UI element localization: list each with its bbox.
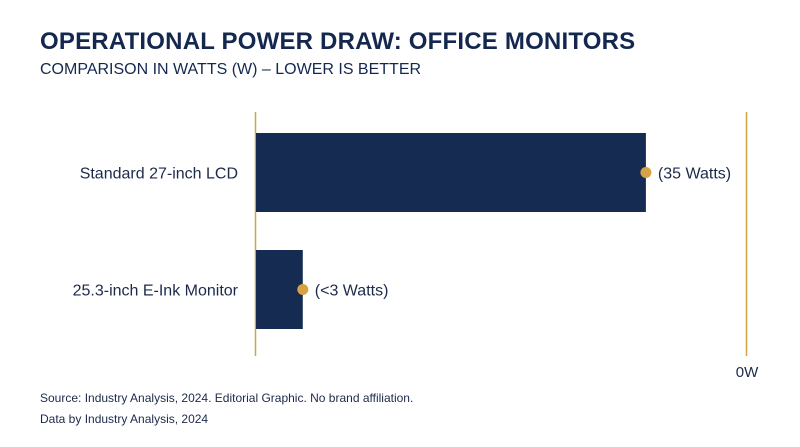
bar-end-marker-0 [640, 167, 652, 178]
bars-group: Standard 27-inch LCD (35 Watts) 25.3-inch … [73, 133, 731, 329]
credit-note: Data by Industry Analysis, 2024 [40, 412, 209, 426]
data-label-1: (<3 Watts) [315, 283, 389, 300]
chart-subtitle: COMPARISON IN WATTS (W) – LOWER IS BETTE… [40, 61, 422, 78]
data-label-0: (35 Watts) [658, 166, 731, 183]
category-label-0: Standard 27-inch LCD [80, 166, 238, 183]
bar-end-marker-1 [297, 284, 309, 295]
bar-1 [256, 250, 303, 329]
source-note: Source: Industry Analysis, 2024. Editori… [40, 391, 414, 405]
category-label-1: 25.3-inch E-Ink Monitor [73, 283, 239, 300]
axis-label-0w: 0W [736, 364, 759, 381]
bar-0 [256, 133, 646, 212]
chart-title: OPERATIONAL POWER DRAW: OFFICE MONITORS [40, 28, 636, 55]
